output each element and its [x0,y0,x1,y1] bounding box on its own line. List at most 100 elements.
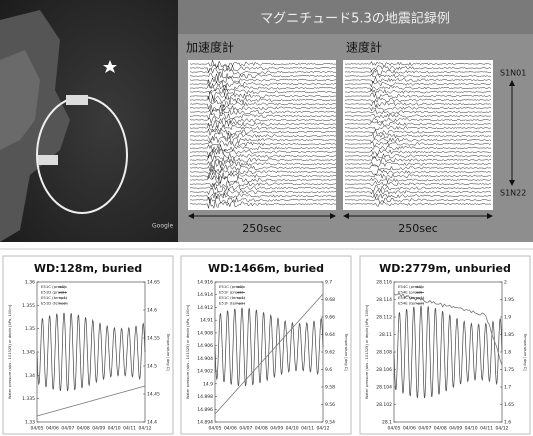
x-tick-label: 04/10 [465,426,478,432]
y2-tick-label: 1.65 [504,402,514,408]
duration-label: 250sec [398,222,438,235]
legend-label: E51F (pres2) [219,290,244,295]
y2-tick-label: 1.8 [504,350,511,356]
page: Google マグニチュード5.3の地震記録例 加速度計 速度計 S1N01 S… [0,0,533,436]
sensor-label: 加速度計 [186,40,234,55]
legend-label: E54E (temp2) [398,301,425,306]
trace-area [343,60,493,210]
x-tick-label: 04/06 [224,426,237,432]
plot-title: WD:2779m, unburied [379,262,511,275]
y-axis-label: Water pressure (abs - 101325) or depth [… [365,304,369,399]
y2-tick-label: 14.45 [147,392,160,398]
y-tick-label: 14.912 [197,305,213,311]
y-tick-label: 28.108 [376,350,392,356]
legend-label: E54C (temp1) [398,295,425,300]
y2-tick-label: 2 [504,280,507,286]
y-tick-label: 28.114 [376,297,392,303]
channel-label: S1N01 [500,69,526,78]
legend-label: E51C (temp1) [219,295,246,300]
duration-label: 250sec [242,222,282,235]
seismogram-panel: マグニチュード5.3の地震記録例 加速度計 速度計 S1N01 S1N22 25… [178,0,533,242]
map-logo: Google [152,223,173,230]
x-tick-label: 04/12 [496,426,509,432]
y-tick-label: 14.894 [197,420,213,426]
y2-tick-label: 14.65 [147,280,160,286]
y-tick-label: 14.914 [197,292,213,298]
x-tick-label: 04/06 [403,426,416,432]
y2-tick-label: 9.66 [325,315,335,321]
channel-label: S1N22 [500,189,526,198]
plot-title: WD:128m, buried [34,262,142,275]
x-tick-label: 04/09 [449,426,462,432]
panel-title: マグニチュード5.3の地震記録例 [260,11,450,27]
legend-label: E51F (temp2) [219,301,245,306]
y-tick-label: 14.9 [203,381,213,387]
y2-tick-label: 9.54 [325,420,335,426]
y-tick-label: 14.916 [197,280,213,286]
y2-tick-label: 9.68 [325,297,335,303]
y-tick-label: 1.335 [22,396,35,402]
y2-tick-label: 9.58 [325,385,335,391]
y-tick-label: 14.906 [197,343,213,349]
legend-label: E54C (pres1) [398,284,423,289]
x-tick-label: 04/05 [31,426,44,432]
y2-tick-label: 14.6 [147,308,157,314]
y-tick-label: 28.112 [376,315,392,321]
map: Google [0,0,178,242]
y2-tick-label: 9.7 [325,280,332,286]
y-tick-label: 1.34 [25,373,35,379]
plots: WD:128m, buried1.361.3551.351.3451.341.3… [3,256,530,434]
y-tick-label: 1.36 [25,280,35,286]
x-tick-label: 04/09 [92,426,105,432]
legend-label: E51D (pres2) [41,290,66,295]
y2-tick-label: 14.5 [147,364,157,370]
x-tick-label: 04/07 [418,426,431,432]
y2-tick-label: 1.7 [504,385,511,391]
legend-label: E51C (pres1) [41,284,66,289]
y-tick-label: 14.908 [197,330,213,336]
y2-tick-label: 9.6 [325,367,332,373]
plot-title: WD:1466m, buried [208,262,324,275]
y-tick-label: 28.116 [376,280,392,286]
y2-axis-label: Temperature [deg C] [166,332,170,371]
y-tick-label: 28.11 [379,332,392,338]
y-tick-label: 28.104 [376,385,392,391]
x-tick-label: 04/08 [77,426,90,432]
y-tick-label: 1.35 [25,326,35,332]
y2-axis-label: Temperature [deg C] [523,332,527,371]
legend-label: E54E (pres2) [398,290,423,295]
y2-tick-label: 9.56 [325,402,335,408]
sensor-label: 速度計 [346,40,382,55]
y-tick-label: 14.896 [197,407,213,413]
x-tick-label: 04/11 [301,426,314,432]
y2-tick-label: 1.6 [504,420,511,426]
map-label-box [38,155,58,165]
y2-tick-label: 1.95 [504,297,514,303]
y2-tick-label: 1.85 [504,332,514,338]
y-tick-label: 14.904 [197,356,213,362]
y-tick-label: 28.102 [376,402,392,408]
x-tick-label: 04/10 [286,426,299,432]
y-tick-label: 1.33 [25,420,35,426]
y-tick-label: 28.106 [376,367,392,373]
y-tick-label: 1.345 [22,350,35,356]
x-tick-label: 04/12 [139,426,152,432]
x-tick-label: 04/07 [61,426,74,432]
y2-tick-label: 9.64 [325,332,335,338]
x-tick-label: 04/05 [209,426,222,432]
x-tick-label: 04/09 [270,426,283,432]
legend-label: E51C (pres1) [219,284,244,289]
y2-tick-label: 1.9 [504,315,511,321]
y2-tick-label: 14.55 [147,336,160,342]
x-tick-label: 04/08 [434,426,447,432]
x-tick-label: 04/06 [46,426,59,432]
x-tick-label: 04/11 [480,426,493,432]
y2-axis-label: Temperature [deg C] [344,332,348,371]
y-tick-label: 14.902 [197,369,213,375]
x-tick-label: 04/11 [123,426,136,432]
x-tick-label: 04/05 [388,426,401,432]
y2-tick-label: 14.4 [147,420,157,426]
y2-tick-label: 1.75 [504,367,514,373]
x-tick-label: 04/07 [239,426,252,432]
x-tick-label: 04/12 [317,426,330,432]
